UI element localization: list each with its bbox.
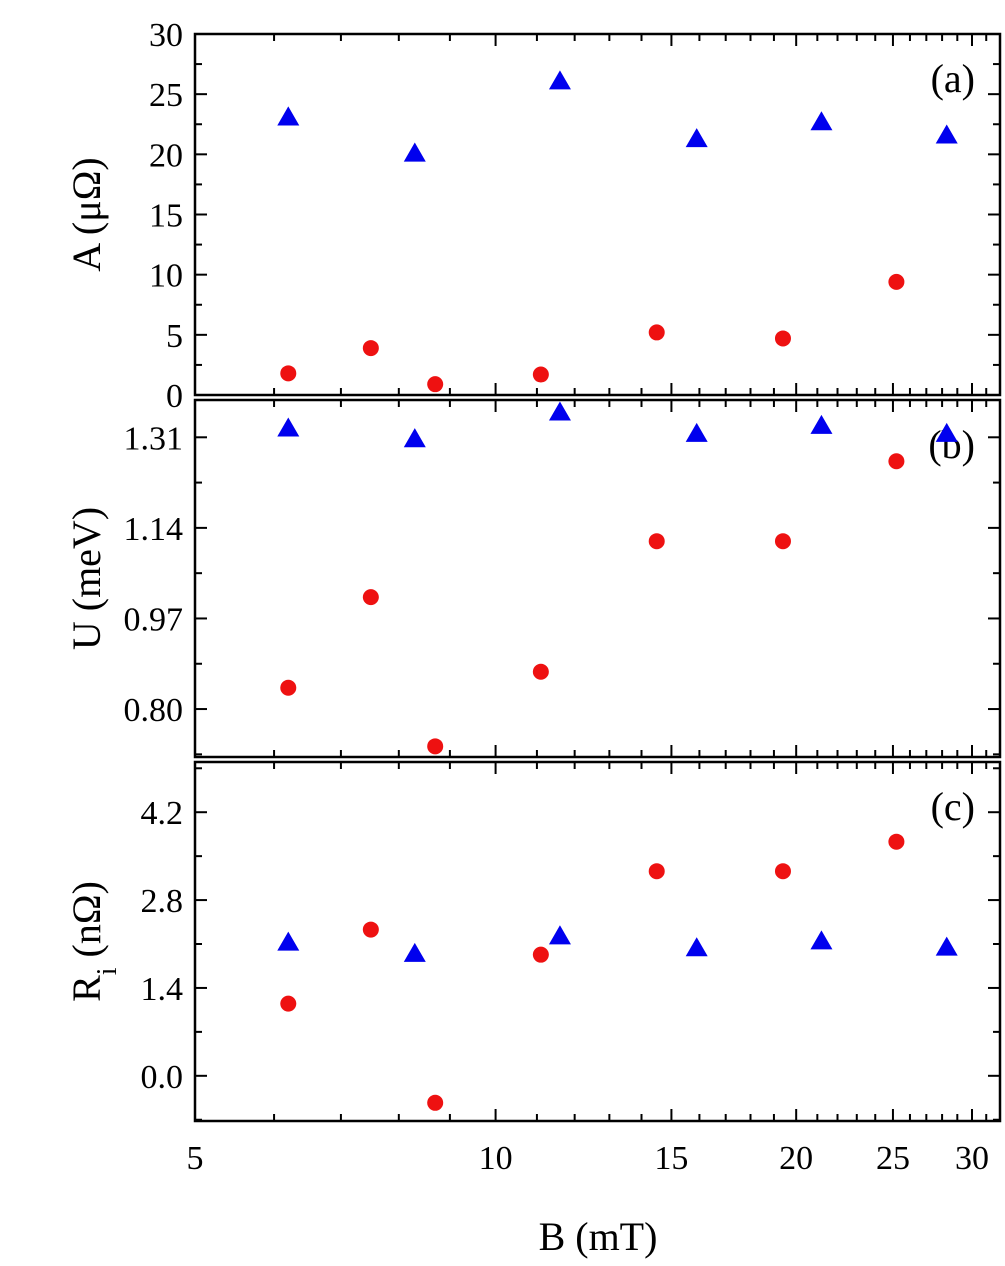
panel-b-y-tick-label: 1.14 <box>124 511 184 548</box>
panel-b-triangle-point <box>277 417 300 437</box>
panel-c-triangle-point <box>810 930 833 950</box>
panel-b-triangle-point <box>810 414 833 434</box>
panel-b-circle-point <box>427 738 444 755</box>
x-tick-label: 20 <box>779 1140 813 1177</box>
panel-c-triangle-point <box>548 925 571 945</box>
panel-b-frame <box>193 398 1002 759</box>
panel-a-y-axis-label: A (μΩ) <box>64 157 109 272</box>
panel-a-triangle-point <box>685 128 708 148</box>
panel-a-y-tick-label: 30 <box>149 17 183 54</box>
panel-a-triangle-point <box>403 142 426 162</box>
panel-a-circle-point <box>532 366 549 383</box>
panel-b-triangle-point <box>548 401 571 421</box>
panel-c-y-tick-label: 0.0 <box>141 1059 184 1096</box>
panel-c-circle-point <box>888 833 905 850</box>
panel-a: 0 5 10 15 20 25 30 (a) A (μΩ) <box>64 17 1002 415</box>
panel-c-circle-point <box>532 946 549 963</box>
panel-a-circle-point <box>888 273 905 290</box>
panel-c-circle-point <box>427 1094 444 1111</box>
x-tick-label: 25 <box>876 1140 910 1177</box>
panel-c-circle-point <box>774 863 791 880</box>
x-tick-label: 10 <box>479 1140 513 1177</box>
panel-c-circle-point <box>362 921 379 938</box>
panel-b-triangle-point <box>685 422 708 442</box>
panel-b-label: (b) <box>928 422 975 467</box>
panel-c-triangle-point <box>935 936 958 956</box>
panel-c-triangle-point <box>403 942 426 962</box>
panel-a-triangle-point <box>277 106 300 126</box>
panel-c-circle-point <box>648 863 665 880</box>
panel-c-frame <box>193 760 1002 1123</box>
panel-a-y-tick-label: 0 <box>166 378 183 415</box>
x-axis-label: B (mT) <box>539 1214 658 1259</box>
panel-b-circle-point <box>280 679 297 696</box>
panel-b-circle-point <box>774 533 791 550</box>
panel-c-label: (c) <box>931 784 975 829</box>
panel-c-y-axis-label: Ri (nΩ) <box>64 881 123 1002</box>
panel-a-circle-point <box>280 365 297 382</box>
panel-b-circle-point <box>648 533 665 550</box>
panel-b-triangle-point <box>403 428 426 448</box>
panel-a-triangle-point <box>548 70 571 90</box>
panel-c: 0.0 1.4 2.8 4.2 (c) Ri (nΩ) <box>64 760 1002 1123</box>
panel-a-circle-point <box>648 324 665 341</box>
panel-b-y-tick-label: 0.97 <box>124 601 184 638</box>
panel-a-triangle-point <box>935 124 958 144</box>
panel-b-y-tick-label: 0.80 <box>124 692 184 729</box>
panel-c-triangle-point <box>277 931 300 951</box>
panel-a-triangle-point <box>810 111 833 131</box>
panel-b: 0.80 0.97 1.14 1.31 (b) U (meV) <box>64 398 1002 759</box>
panel-b-circle-point <box>888 453 905 470</box>
panel-a-y-tick-label: 25 <box>149 77 183 114</box>
panel-a-circle-point <box>774 330 791 347</box>
panel-c-circle-point <box>280 995 297 1012</box>
panel-a-y-tick-label: 20 <box>149 137 183 174</box>
x-axis: 5 10 15 20 25 30 <box>187 1140 990 1177</box>
x-tick-label: 15 <box>654 1140 688 1177</box>
panel-b-y-axis-label: U (meV) <box>64 507 109 650</box>
panel-b-y-tick-label: 1.31 <box>124 420 184 457</box>
x-tick-label: 30 <box>955 1140 989 1177</box>
panel-b-circle-point <box>532 663 549 680</box>
panel-c-y-tick-label: 1.4 <box>141 971 184 1008</box>
panel-a-y-tick-label: 10 <box>149 258 183 295</box>
panel-b-circle-point <box>362 589 379 606</box>
panel-a-circle-point <box>362 340 379 357</box>
panel-c-triangle-point <box>685 937 708 957</box>
panel-a-circle-point <box>427 376 444 393</box>
panel-a-label: (a) <box>931 56 975 101</box>
panel-b-triangle-point <box>935 422 958 442</box>
x-tick-label: 5 <box>187 1140 204 1177</box>
panel-a-frame <box>193 32 1002 397</box>
panel-c-y-tick-label: 2.8 <box>141 883 184 920</box>
panel-c-y-tick-label: 4.2 <box>141 795 184 832</box>
panel-a-y-tick-label: 15 <box>149 198 183 235</box>
panel-a-y-tick-label: 5 <box>166 318 183 355</box>
